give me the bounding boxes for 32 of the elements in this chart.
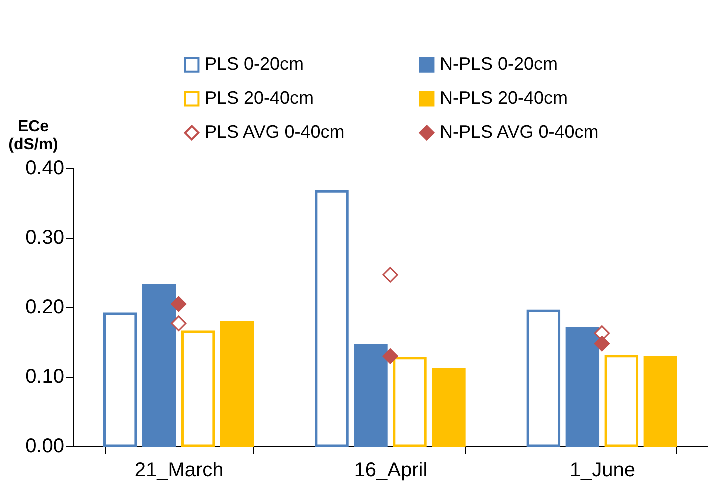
bar bbox=[315, 190, 349, 448]
y-axis-title: ECe (dS/m) bbox=[8, 118, 58, 154]
y-tick-label: 0.40 bbox=[26, 158, 64, 180]
bar bbox=[142, 284, 176, 448]
point bbox=[382, 267, 398, 283]
bar bbox=[104, 312, 138, 448]
y-tick-label: 0.00 bbox=[26, 436, 64, 458]
y-tick-label: 0.20 bbox=[26, 296, 64, 318]
point bbox=[171, 296, 187, 312]
bar bbox=[644, 356, 678, 448]
point bbox=[171, 316, 187, 332]
legend-label: PLS AVG 0-40cm bbox=[205, 122, 345, 142]
x-tick-label: 1_June bbox=[570, 460, 636, 482]
x-tick-label: 21_March bbox=[134, 460, 224, 482]
legend-label: N-PLS AVG 0-40cm bbox=[440, 122, 599, 142]
point bbox=[382, 348, 398, 364]
bar bbox=[566, 327, 600, 448]
bar bbox=[604, 355, 639, 448]
bar bbox=[181, 330, 216, 448]
bar bbox=[526, 310, 561, 448]
bar bbox=[393, 357, 427, 448]
legend-label: PLS 0-20cm bbox=[205, 54, 304, 74]
y-tick-label: 0.30 bbox=[26, 227, 64, 249]
point bbox=[594, 336, 610, 352]
bar bbox=[354, 344, 388, 448]
bar bbox=[220, 321, 254, 448]
legend-label: PLS 20-40cm bbox=[205, 88, 314, 108]
bar bbox=[432, 368, 466, 448]
legend-label: N-PLS 20-40cm bbox=[440, 88, 568, 108]
legend-label: N-PLS 0-20cm bbox=[440, 54, 558, 74]
x-tick-label: 16_April bbox=[354, 460, 428, 482]
y-tick-label: 0.10 bbox=[26, 366, 64, 388]
